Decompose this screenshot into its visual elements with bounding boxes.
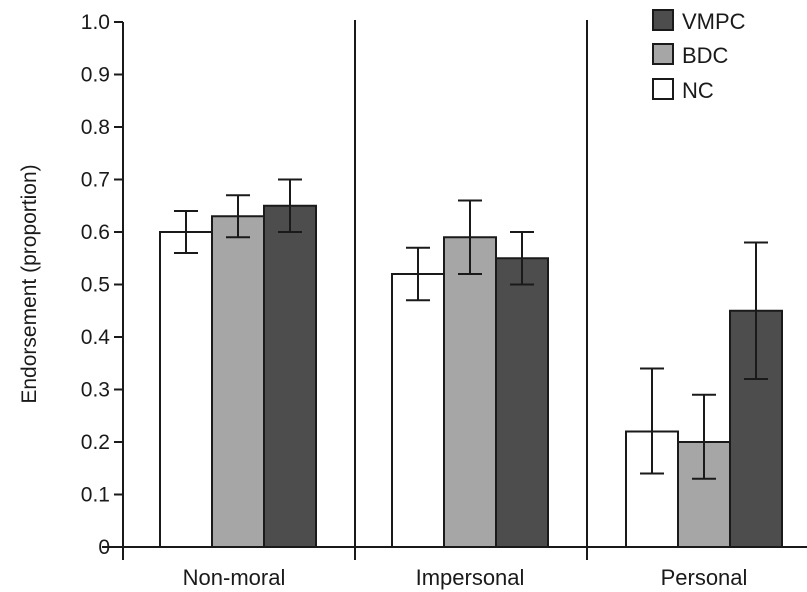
category-label: Non-moral [183,565,286,590]
category-label: Personal [661,565,748,590]
bar-bdc-non-moral [211,215,265,548]
y-tick-label: 0.4 [81,326,111,349]
legend-swatch-bdc [652,43,674,65]
bar-bdc-impersonal [443,236,497,548]
y-tick-label: 1.0 [81,11,110,34]
y-tick-label: 0 [98,536,110,559]
category-label: Impersonal [416,565,525,590]
bar-vmpc-impersonal [495,257,549,548]
y-tick-label: 0.5 [81,274,110,297]
legend-label-vmpc: VMPC [682,9,746,34]
y-tick-label: 0.8 [81,116,110,139]
y-tick-label: 0.3 [81,379,110,402]
y-tick-label: 0.1 [81,484,110,507]
bar-nc-non-moral [159,231,213,548]
bar-nc-impersonal [391,273,445,548]
legend-swatch-vmpc [652,9,674,31]
legend-swatch-nc [652,78,674,100]
legend-label-nc: NC [682,78,714,103]
bar-vmpc-non-moral [263,204,317,548]
legend-label-bdc: BDC [682,43,729,68]
y-tick-label: 0.2 [81,431,110,454]
plot-area: 0 0.1 0.2 0.3 0.4 0.5 0.6 0.7 0.8 0.9 1.0 Non-moral… [81,9,807,590]
y-axis-label: Endorsement (proportion) [18,164,41,403]
y-tick-label: 0.6 [81,221,110,244]
y-tick-label: 0.7 [81,169,110,192]
y-tick-label: 0.9 [81,64,110,87]
